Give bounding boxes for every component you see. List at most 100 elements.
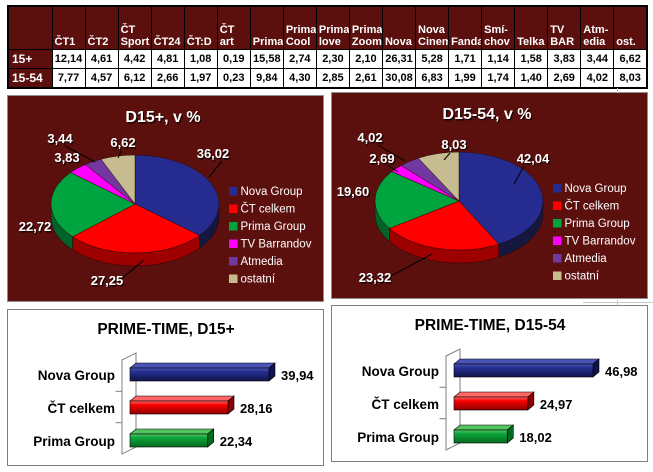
value-cell: 1,08 (183, 49, 218, 69)
bar-chart-panel-primetime-d15-54[interactable]: PRIME-TIME, D15-54 46,98 Nova Group 24,97 ČT… (331, 305, 648, 462)
pie-chart-panel-d15-54[interactable]: 42,04 42,04 23,32 23,32 19,60 19,60 2,69 2,69 4,… (331, 92, 648, 299)
pie-slice-prima-group (50, 172, 136, 238)
pie-value-label-tv-barrandov: 3,83 (54, 150, 79, 165)
bar-category-label-nova-group: Nova Group (362, 364, 439, 379)
value-cell: 4,42 (117, 49, 152, 69)
bar-t-celkem (129, 400, 229, 415)
value-cell: 26,31 (381, 49, 417, 69)
bar-category-label-prima-group: Prima Group (33, 434, 115, 449)
value-cell: 15,58 (249, 49, 284, 69)
legend-label-nova-group: Nova Group (241, 186, 303, 198)
value-cell: 6,62 (613, 49, 648, 69)
value-cell: 6,83 (415, 68, 450, 89)
pie-chart-svg-d15plus: 36,0236,0227,2527,2522,7222,723,833,833,… (19, 109, 312, 289)
pie-value-label-nova-group: 36,02 (197, 146, 230, 161)
legend-label-ostatn: ostatní (241, 274, 276, 286)
legend-label-t-celkem: ČT celkem (565, 200, 620, 213)
pie-value-label-ostatn-shadow: 8,03 (443, 138, 468, 153)
column-header-sm-chov: Smí-chov (481, 5, 516, 50)
pie-label-leader-line (117, 150, 122, 159)
bar-value-label: 24,97 (540, 397, 573, 412)
bar-t-celkem (453, 396, 529, 411)
pie-slice-t-celkem (72, 203, 201, 254)
gridline-remnant (583, 302, 653, 303)
column-header-ost: ost. (613, 5, 648, 50)
column-header-nova-cinema: Nova Cinema (415, 5, 450, 50)
pie-slice-nova-group (458, 151, 544, 245)
legend-swatch-prima-group (553, 219, 562, 228)
pie-label-leader-line (513, 165, 525, 185)
bar-prima-group (453, 429, 508, 444)
value-cell: 4,61 (84, 49, 119, 69)
bar-top-face-t-celkem (453, 391, 535, 398)
pie-chart-panel-d15plus[interactable]: 36,02 36,02 27,25 27,25 22,72 22,72 3,83 3,83 3,… (7, 95, 324, 302)
pie-value-label-prima-group-shadow: 19,60 (338, 185, 371, 200)
bar-category-label-nova-group: Nova Group (38, 368, 115, 383)
legend-swatch-atmedia (229, 257, 238, 266)
pie-title: D15+, v % (125, 109, 200, 126)
table-row-15-54: 15-54 7,77 4,57 6,12 2,66 1,97 0,23 9,84 4,30 2,8… (7, 68, 648, 89)
pie-label-leader-line (208, 160, 223, 178)
legend-swatch-t-celkem (553, 201, 562, 210)
value-cell: 3,83 (547, 49, 582, 69)
column-header-nova: Nova (381, 5, 417, 50)
bar-nova-group (453, 363, 594, 378)
pie-value-label-nova-group: 42,04 (517, 151, 550, 166)
legend-swatch-ostatn (229, 274, 238, 283)
legend-swatch-tv-barrandov (229, 239, 238, 248)
pie-value-label-t-celkem-shadow: 27,25 (92, 274, 125, 289)
bar-chart-svg-primetime-d15-54: PRIME-TIME, D15-54 46,98 Nova Group 24,97 ČT… (357, 317, 638, 451)
bar-value-label: 39,94 (281, 368, 314, 383)
pie-label-leader-line (120, 259, 145, 280)
bar-category-label-t-celkem: ČT celkem (47, 401, 115, 416)
row-label: 15-54 (7, 68, 53, 89)
pie-value-label-nova-group-shadow: 42,04 (518, 152, 551, 167)
value-cell: 1,14 (481, 49, 516, 69)
pie-label-leader-line (388, 253, 433, 278)
audience-share-table[interactable]: ČT1 ČT2 ČT Sport ČT24 ČT:D ČT art Prima Prima C… (7, 5, 648, 89)
legend-label-ostatn: ostatní (565, 271, 600, 283)
table-corner-cell (7, 5, 53, 50)
value-cell: 2,66 (150, 68, 185, 89)
legend-swatch-tv-barrandov (553, 236, 562, 245)
value-cell: 1,74 (481, 68, 516, 89)
pie-title-shadow: D15-54, v % (444, 107, 533, 124)
column-header-telka: Telka (514, 5, 549, 50)
pie-value-label-ostatn: 6,62 (110, 135, 135, 150)
legend-label-prima-group: Prima Group (565, 218, 630, 230)
bar-chart-svg-primetime-d15plus: PRIME-TIME, D15+ 39,94 Nova Group 28,16 ČT c… (33, 321, 314, 455)
pie-value-label-ostatn: 8,03 (441, 137, 466, 152)
value-cell: 4,02 (580, 68, 615, 89)
value-cell: 2,61 (348, 68, 383, 89)
pie-value-label-t-celkem: 23,32 (359, 270, 392, 285)
column-header-prima-love: Prima love (315, 5, 350, 50)
value-cell: 2,85 (315, 68, 350, 89)
pie-slice-prima-group (374, 171, 460, 229)
value-cell: 2,74 (282, 49, 317, 69)
column-header-t1: ČT1 (51, 5, 86, 50)
bar-chart-panel-primetime-d15plus[interactable]: PRIME-TIME, D15+ 39,94 Nova Group 28,16 ČT c… (7, 309, 324, 466)
pie-title: D15-54, v % (443, 106, 532, 123)
legend-label-atmedia: Atmedia (565, 253, 608, 265)
bar-value-label: 18,02 (519, 430, 552, 445)
value-cell: 2,10 (348, 49, 383, 69)
column-header-atm-edia: Atm-edia (580, 5, 615, 50)
legend-swatch-nova-group (553, 184, 562, 193)
column-header-t-sport: ČT Sport (117, 5, 152, 50)
pie-value-label-ostatn-shadow: 6,62 (112, 136, 137, 151)
pie-label-leader-line (64, 145, 96, 163)
column-header-prima: Prima (249, 5, 284, 50)
value-cell: 1,97 (183, 68, 218, 89)
value-cell: 0,19 (216, 49, 251, 69)
column-header-prima-cool: Prima Cool (282, 5, 317, 50)
value-cell: 8,03 (613, 68, 648, 89)
legend-swatch-t-celkem (229, 204, 238, 213)
value-cell: 1,99 (448, 68, 483, 89)
value-cell: 3,44 (580, 49, 615, 69)
column-header-t24: ČT24 (150, 5, 185, 50)
value-cell: 2,69 (547, 68, 582, 89)
column-header-t2: ČT2 (84, 5, 119, 50)
pie-label-leader-line (387, 164, 399, 173)
row-label: 15+ (7, 49, 53, 69)
value-cell: 9,84 (249, 68, 284, 89)
